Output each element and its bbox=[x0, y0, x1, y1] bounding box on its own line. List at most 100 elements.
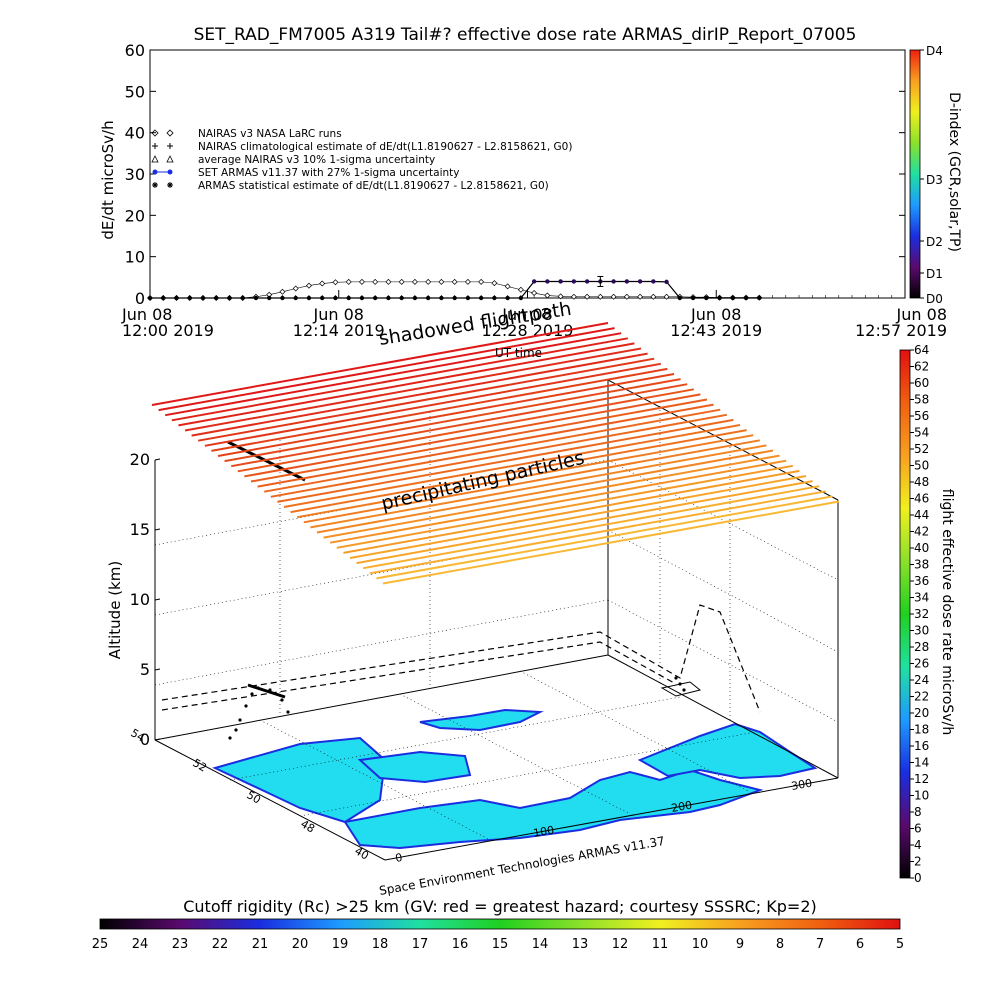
nairas-point bbox=[279, 288, 286, 295]
dose-rate-tick-label: 0 bbox=[914, 871, 922, 885]
armas-point bbox=[147, 295, 153, 301]
legend-entry: NAIRAS climatological estimate of dE/dt(… bbox=[198, 141, 572, 153]
nairas-point bbox=[305, 282, 312, 289]
d-index-tick-label: D0 bbox=[926, 292, 943, 306]
dose-rate-tick-label: 32 bbox=[914, 607, 929, 621]
lat-tick-label: 52 bbox=[190, 756, 209, 774]
nairas-point bbox=[544, 292, 551, 299]
dose-rate-tick-label: 62 bbox=[914, 360, 929, 374]
nairas-point bbox=[517, 286, 524, 293]
precipitation-stripe bbox=[297, 434, 754, 519]
y-tick-label: 30 bbox=[125, 165, 145, 184]
nairas-point bbox=[623, 293, 630, 300]
nairas-point bbox=[637, 293, 644, 300]
dose-rate-tick-label: 30 bbox=[914, 624, 929, 638]
nairas-point bbox=[531, 290, 538, 297]
dose-rate-tick-label: 48 bbox=[914, 475, 929, 489]
precipitation-stripe bbox=[356, 480, 813, 565]
rigidity-tick-label: 25 bbox=[92, 937, 109, 952]
dose-rate-tick-label: 16 bbox=[914, 739, 929, 753]
rigidity-tick-label: 16 bbox=[452, 937, 469, 952]
rigidity-colorbar bbox=[99, 918, 901, 930]
legend-symbol bbox=[167, 143, 173, 149]
precipitating-particles-layer bbox=[151, 322, 840, 585]
lat-tick-label: 54 bbox=[128, 726, 147, 744]
precipitation-stripe bbox=[330, 459, 787, 544]
dose-rate-tick-label: 50 bbox=[914, 459, 929, 473]
armas-point bbox=[439, 295, 444, 301]
nairas-point bbox=[411, 278, 418, 285]
precipitation-stripe bbox=[171, 337, 628, 422]
d-index-tick-label: D4 bbox=[926, 44, 943, 58]
y-tick-label: 0 bbox=[135, 289, 145, 308]
legend-entry: NAIRAS v3 NASA LaRC runs bbox=[198, 128, 342, 140]
precipitation-stripe bbox=[363, 485, 820, 570]
dose-rate-tick-label: 8 bbox=[914, 805, 922, 819]
precipitation-stripe bbox=[283, 424, 741, 508]
x-tick-label-time: 12:28 2019 bbox=[482, 321, 574, 340]
armas-point bbox=[293, 295, 298, 301]
precipitation-stripe bbox=[165, 332, 622, 417]
d-index-tick-label: D2 bbox=[926, 235, 943, 249]
legend-symbol bbox=[152, 143, 158, 149]
precipitation-stripe bbox=[204, 362, 661, 447]
map-land-layer bbox=[212, 708, 818, 850]
y-tick-label: 50 bbox=[125, 82, 145, 101]
armas-point bbox=[571, 279, 577, 284]
dose-rate-tick-label: 24 bbox=[914, 673, 929, 687]
nairas-point bbox=[597, 293, 604, 300]
rigidity-tick-label: 23 bbox=[172, 937, 189, 952]
z-tick-label: 10 bbox=[130, 590, 150, 609]
z-tick-mark bbox=[154, 668, 161, 671]
armas-point bbox=[452, 295, 457, 301]
armas-point bbox=[465, 295, 471, 301]
armas-point bbox=[425, 295, 431, 301]
precipitation-stripe bbox=[290, 429, 747, 514]
x-tick-label-date: Jun 08 bbox=[690, 305, 741, 324]
lon-tick-label: 100 bbox=[532, 824, 555, 840]
nairas-point bbox=[504, 283, 511, 290]
top-y-axis: 0 10 20 30 40 50 60 bbox=[125, 41, 905, 308]
armas-point bbox=[267, 295, 272, 301]
lon-tick-label: 200 bbox=[670, 799, 693, 815]
dose-rate-tick-label: 6 bbox=[914, 822, 922, 836]
z-axis-label: Altitude (km) bbox=[106, 561, 124, 659]
armas-point bbox=[704, 295, 709, 301]
dose-rate-tick-label: 58 bbox=[914, 393, 929, 407]
d-index-tick-label: D1 bbox=[926, 267, 943, 281]
armas-point bbox=[757, 295, 762, 301]
rigidity-tick-label: 21 bbox=[252, 937, 269, 952]
nairas-point bbox=[451, 278, 458, 285]
armas-point bbox=[558, 279, 563, 284]
dose-rate-tick-label: 22 bbox=[914, 690, 929, 704]
destination-marker bbox=[660, 681, 702, 697]
d-index-label: D-index (GCR,solar,TP) bbox=[946, 92, 962, 252]
nairas-point bbox=[491, 280, 498, 287]
dose-rate-tick-label: 46 bbox=[914, 492, 929, 506]
nairas-point bbox=[385, 278, 392, 285]
armas-point bbox=[412, 295, 418, 301]
rigidity-tick-label: 19 bbox=[332, 937, 349, 952]
nairas-point bbox=[650, 293, 657, 300]
dose-rate-tick-label: 38 bbox=[914, 558, 929, 572]
precipitation-stripe bbox=[184, 347, 642, 432]
precipitation-stripe bbox=[151, 322, 609, 406]
armas-point bbox=[253, 295, 259, 301]
armas-point bbox=[505, 295, 510, 301]
y-tick-label: 20 bbox=[125, 206, 145, 225]
precipitation-stripe bbox=[211, 367, 668, 452]
nairas-point bbox=[478, 278, 485, 285]
legend-symbol bbox=[166, 155, 174, 163]
dose-rate-tick-label: 36 bbox=[914, 574, 929, 588]
rigidity-ticks: 25 24 23 22 21 20 19 18 17 16 15 14 13 12 11 10 9 8 7 6 5 bbox=[92, 937, 904, 952]
precipitation-stripe bbox=[349, 475, 807, 559]
x-tick-label-date: Jun 08 bbox=[896, 305, 947, 324]
annotation-precipitating-particles: precipitating particles bbox=[379, 447, 586, 515]
precipitation-stripe bbox=[198, 357, 655, 442]
nairas-point bbox=[663, 293, 670, 300]
rigidity-tick-label: 8 bbox=[776, 937, 784, 952]
rigidity-tick-label: 10 bbox=[692, 937, 709, 952]
